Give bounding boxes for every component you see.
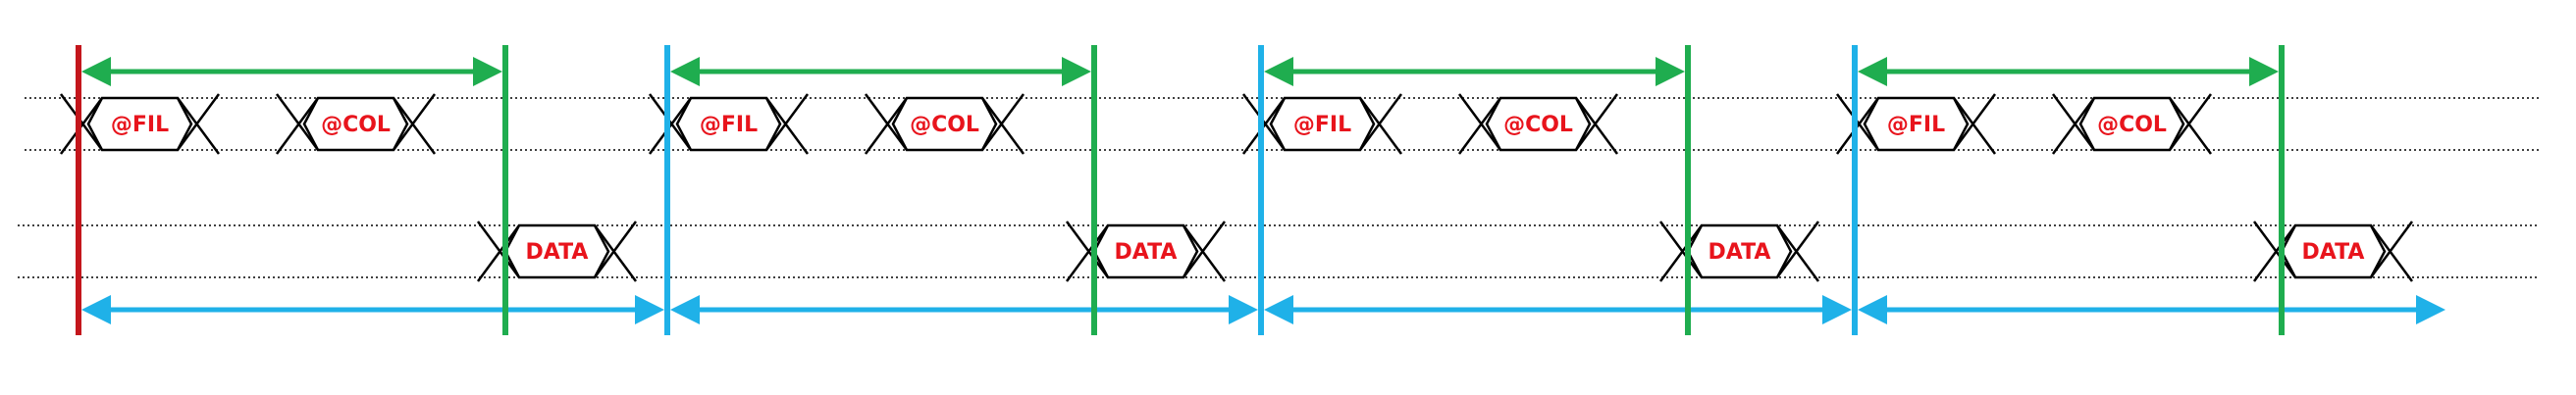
period-1-cell-col-body — [302, 96, 409, 152]
period-3-cell-data: DATA — [1658, 221, 1820, 282]
period-3-cell-data-body — [1686, 223, 1793, 279]
period-4-cell-fil-label: @FIL — [1887, 113, 1945, 137]
period-4-cell-data: DATA — [2252, 221, 2414, 282]
period-1-cell-col: @COL — [275, 93, 437, 155]
period-4-cell-data-right-cross — [2369, 221, 2414, 282]
period-4-cell-data-label: DATA — [2302, 240, 2365, 265]
period-4-cell-data-body — [2280, 223, 2387, 279]
edge-markers — [76, 45, 2285, 335]
period-3-cell-col-left-cross — [1457, 93, 1502, 155]
period-4-cell-col-left-cross — [2051, 93, 2096, 155]
period-2-cell-col-body — [891, 96, 998, 152]
period-2-cell-col-label: @COL — [910, 113, 979, 137]
period-2-cell-data-left-cross — [1065, 221, 1110, 282]
period-3-cell-col-right-cross — [1574, 93, 1619, 155]
period-4-cell-col: @COL — [2051, 93, 2213, 155]
period-2-cell-data: DATA — [1065, 221, 1227, 282]
period-2-cell-col-right-cross — [980, 93, 1025, 155]
period-2-cell-data-right-cross — [1182, 221, 1227, 282]
period-4-cell-col-label: @COL — [2097, 113, 2167, 137]
period-3-cell-col-body — [1485, 96, 1592, 152]
period-3-cell-col: @COL — [1457, 93, 1619, 155]
period-3-cell-data-right-cross — [1775, 221, 1820, 282]
period-2-cell-fil-body — [675, 96, 782, 152]
period-4-cell-data-left-cross — [2252, 221, 2297, 282]
period-3-cell-fil-body — [1269, 96, 1376, 152]
period-1-cell-data-left-cross — [476, 221, 521, 282]
period-3-cell-data-left-cross — [1658, 221, 1704, 282]
period-2-cell-col-left-cross — [864, 93, 909, 155]
period-4-cell-col-right-cross — [2168, 93, 2213, 155]
period-1-cell-fil-right-cross — [176, 93, 221, 155]
period-1-cell-fil: @FIL — [59, 93, 221, 155]
period-1-cell-col-label: @COL — [321, 113, 391, 137]
period-1-cell-col-right-cross — [392, 93, 437, 155]
period-3-cell-fil: @FIL — [1241, 93, 1403, 155]
period-4-cell-col-body — [2078, 96, 2185, 152]
period-3-cell-fil-right-cross — [1358, 93, 1403, 155]
period-2-cell-fil: @FIL — [648, 93, 810, 155]
period-1-cell-col-left-cross — [275, 93, 320, 155]
period-1-cell-fil-body — [86, 96, 193, 152]
period-1-cell-data: DATA — [476, 221, 638, 282]
period-1-cell-data-right-cross — [593, 221, 638, 282]
period-arrows — [81, 57, 2445, 324]
period-3-cell-data-label: DATA — [1709, 240, 1771, 265]
period-4-cell-fil-right-cross — [1952, 93, 1997, 155]
period-3-cell-col-label: @COL — [1503, 113, 1573, 137]
period-2-cell-fil-label: @FIL — [700, 113, 758, 137]
signal-cells: @FIL @COL DATA @FIL @COL DATA @FIL @COL DATA @FIL… — [59, 93, 2414, 282]
period-4-cell-fil: @FIL — [1835, 93, 1997, 155]
period-2-cell-data-body — [1092, 223, 1199, 279]
period-1-cell-data-label: DATA — [526, 240, 589, 265]
period-1-cell-data-body — [503, 223, 610, 279]
period-2-cell-data-label: DATA — [1115, 240, 1178, 265]
period-2-cell-fil-right-cross — [764, 93, 810, 155]
period-3-cell-fil-label: @FIL — [1293, 113, 1351, 137]
period-1-cell-fil-label: @FIL — [111, 113, 169, 137]
period-4-cell-fil-body — [1863, 96, 1970, 152]
period-2-cell-col: @COL — [864, 93, 1025, 155]
